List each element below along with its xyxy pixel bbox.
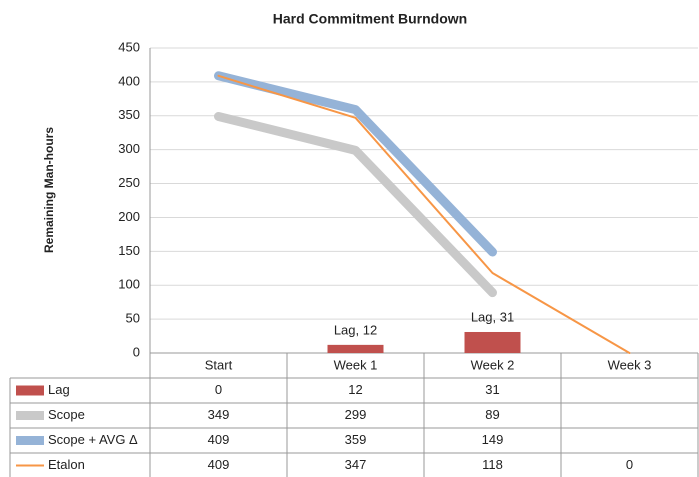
table-value: 0 [215, 382, 222, 397]
y-tick-label: 250 [118, 175, 140, 190]
table-value: 349 [208, 407, 230, 422]
chart-title: Hard Commitment Burndown [273, 11, 467, 27]
y-tick-label: 50 [126, 311, 140, 326]
bar [464, 331, 521, 353]
legend-label: Scope + AVG Δ [48, 432, 138, 447]
y-tick-label: 200 [118, 209, 140, 224]
table-value: 299 [345, 407, 367, 422]
table-value: 12 [348, 382, 362, 397]
table-value: 149 [482, 432, 504, 447]
table-value: 409 [208, 432, 230, 447]
y-tick-label: 400 [118, 73, 140, 88]
legend-swatch [16, 385, 44, 396]
x-tick-label: Week 3 [608, 357, 652, 372]
table-value: 347 [345, 457, 367, 472]
table-value: 359 [345, 432, 367, 447]
y-tick-label: 450 [118, 39, 140, 54]
data-label: Lag, 12 [334, 322, 377, 337]
y-tick-label: 100 [118, 277, 140, 292]
x-tick-label: Week 2 [471, 357, 515, 372]
legend-label: Lag [48, 382, 70, 397]
line-series [214, 111, 497, 298]
y-tick-label: 150 [118, 243, 140, 258]
legend-label: Scope [48, 407, 85, 422]
y-axis-label: Remaining Man-hours [42, 127, 56, 253]
table-value: 409 [208, 457, 230, 472]
x-tick-label: Week 1 [334, 357, 378, 372]
bar [327, 344, 384, 353]
data-label: Lag, 31 [471, 309, 514, 324]
table-value: 31 [485, 382, 499, 397]
table-value: 118 [482, 457, 503, 472]
table-value: 89 [485, 407, 499, 422]
table-value: 0 [626, 457, 633, 472]
y-tick-label: 300 [118, 141, 140, 156]
legend-label: Etalon [48, 457, 85, 472]
line-series [217, 74, 631, 354]
line-series [214, 71, 497, 257]
x-tick-label: Start [205, 357, 233, 372]
y-tick-label: 0 [133, 344, 140, 359]
y-tick-label: 350 [118, 107, 140, 122]
